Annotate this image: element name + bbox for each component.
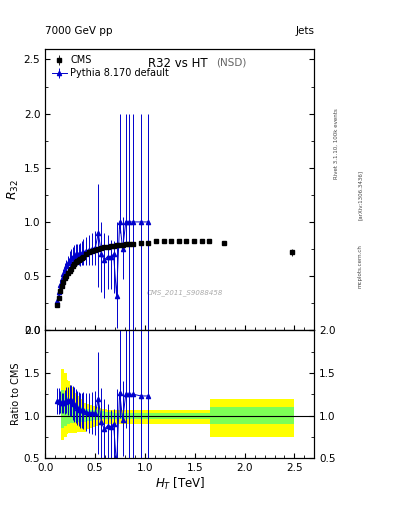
Text: CMS_2011_S9088458: CMS_2011_S9088458	[147, 290, 223, 296]
Text: Jets: Jets	[296, 26, 314, 36]
Text: (NSD): (NSD)	[216, 57, 246, 67]
Legend: CMS, Pythia 8.170 default: CMS, Pythia 8.170 default	[50, 53, 171, 80]
Text: [arXiv:1306.3436]: [arXiv:1306.3436]	[358, 169, 363, 220]
Text: R32 vs HT: R32 vs HT	[148, 57, 211, 70]
Text: mcplots.cern.ch: mcplots.cern.ch	[358, 244, 363, 288]
X-axis label: $H_{T}$ [TeV]: $H_{T}$ [TeV]	[154, 476, 205, 492]
Y-axis label: Ratio to CMS: Ratio to CMS	[11, 363, 21, 425]
Y-axis label: $R_{32}$: $R_{32}$	[6, 179, 21, 200]
Text: Rivet 3.1.10, 100k events: Rivet 3.1.10, 100k events	[334, 108, 339, 179]
Text: 7000 GeV pp: 7000 GeV pp	[45, 26, 113, 36]
